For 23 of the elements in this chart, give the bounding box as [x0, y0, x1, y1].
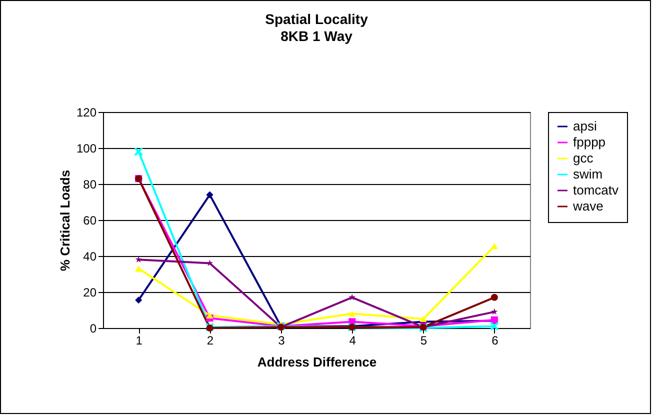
legend-label: gcc: [573, 150, 594, 166]
chart-title: Spatial Locality: [265, 11, 368, 27]
y-axis-title: % Critical Loads: [57, 170, 72, 272]
legend-label: apsi: [573, 118, 597, 134]
y-tick-label: 120: [76, 106, 97, 120]
x-tick-label: 3: [278, 334, 286, 348]
x-tick-label: 2: [206, 334, 214, 348]
legend-label: swim: [573, 166, 603, 182]
legend-label: wave: [572, 198, 604, 214]
x-tick-label: 5: [420, 334, 428, 348]
x-axis-title: Address Difference: [257, 354, 377, 370]
y-tick-label: 100: [76, 142, 97, 156]
y-tick-label: 60: [83, 214, 97, 228]
legend-label: fpppp: [573, 134, 606, 150]
y-tick-label: 80: [83, 178, 97, 192]
y-tick-label: 40: [83, 250, 97, 264]
x-tick-label: 4: [349, 334, 356, 348]
legend-label: tomcatv: [573, 182, 620, 198]
y-tick-label: 0: [90, 322, 97, 336]
y-tick-label: 20: [83, 286, 97, 300]
x-tick-label: 6: [492, 334, 499, 348]
x-tick-label: 1: [136, 334, 143, 348]
chart-subtitle: 8KB 1 Way: [280, 28, 353, 44]
